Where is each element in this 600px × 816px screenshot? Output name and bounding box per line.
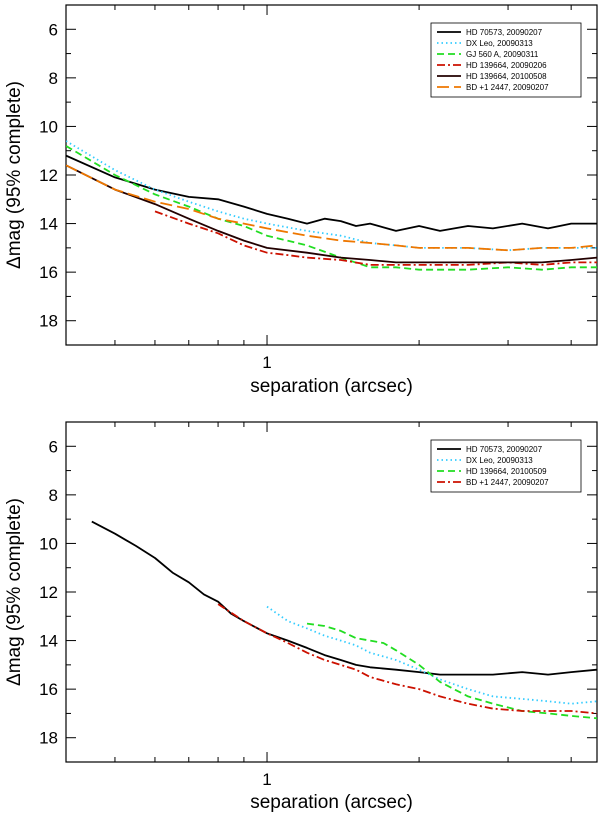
y-tick-label: 8	[49, 486, 58, 505]
legend-label: HD 139664, 20100508	[466, 72, 547, 81]
series-line-2	[66, 140, 597, 252]
legend-label: HD 70573, 20090207	[466, 28, 543, 37]
series-line-1	[91, 520, 597, 676]
legend-label: HD 139664, 20090206	[466, 61, 547, 70]
series-line-1	[66, 154, 597, 232]
y-tick-label: 12	[39, 583, 58, 602]
bottom-panel: 6 8 10 12 14 16 18 1 separation (arcsec) Δmag (95…	[4, 421, 598, 813]
series-line-4	[154, 210, 597, 266]
legend-box	[430, 22, 582, 98]
series-group	[66, 140, 597, 271]
x-axis-label: separation (arcsec)	[250, 792, 413, 813]
x-axis-label: separation (arcsec)	[250, 376, 413, 397]
top-panel: 6 8 10 12 14 16 18 1 separation (arcsec) Δmag (95…	[4, 4, 598, 397]
y-tick-label: 12	[39, 166, 58, 185]
y-axis-label: Δmag (95% complete)	[4, 81, 25, 269]
y-tick-label: 6	[49, 20, 58, 39]
legend-label: DX Leo, 20090313	[466, 39, 533, 48]
y-tick-label: 6	[49, 437, 58, 456]
y-tick-label: 16	[39, 680, 58, 699]
series-line-5	[66, 164, 597, 264]
y-tick-label: 18	[39, 312, 58, 331]
y-tick-label: 14	[39, 215, 58, 234]
legend-label: HD 70573, 20090207	[466, 445, 543, 454]
series-line-6	[66, 164, 597, 252]
y-axis-label: Δmag (95% complete)	[4, 498, 25, 686]
y-tick-label: 8	[49, 69, 58, 88]
series-line-2	[266, 605, 597, 705]
legend-label: HD 139664, 20100509	[466, 467, 547, 476]
legend-label: DX Leo, 20090313	[466, 456, 533, 465]
series-group	[91, 520, 597, 720]
x-tick-label: 1	[262, 353, 271, 372]
legend-label: BD +1 2447, 20090207	[466, 478, 549, 487]
series-line-3	[306, 622, 597, 720]
x-tick-label: 1	[262, 770, 271, 789]
series-line-3	[66, 145, 597, 271]
y-tick-label: 10	[39, 534, 58, 553]
series-line-4	[217, 603, 597, 715]
y-tick-label: 18	[39, 729, 58, 748]
y-tick-label: 10	[39, 117, 58, 136]
legend-label: GJ 560 A, 20090311	[466, 50, 539, 59]
legend-label: BD +1 2447, 20090207	[466, 83, 549, 92]
y-tick-label: 14	[39, 632, 58, 651]
y-tick-label: 16	[39, 263, 58, 282]
